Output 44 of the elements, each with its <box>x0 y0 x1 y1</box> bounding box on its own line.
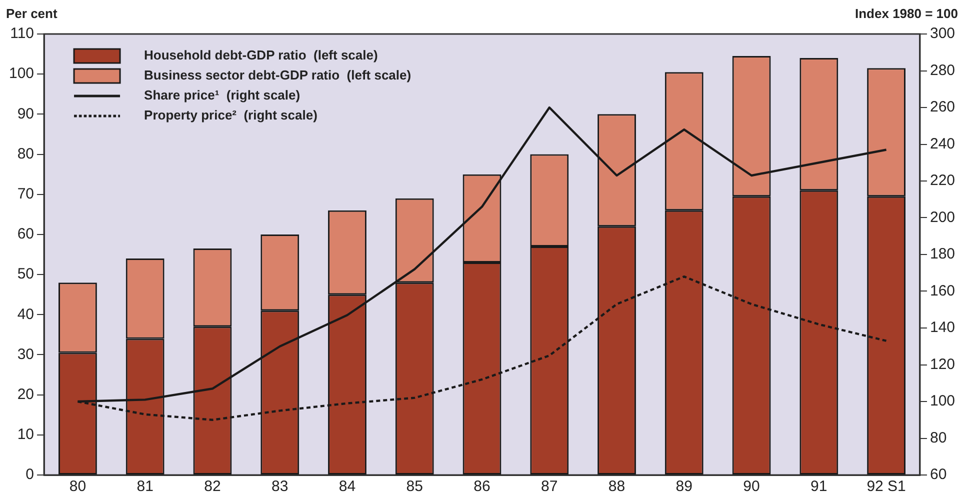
x-tick-label: 86 <box>474 478 490 496</box>
y-tick-label: 100 <box>8 65 34 82</box>
y2-axis-title: Index 1980 = 100 <box>855 6 958 21</box>
y2-tick-label: 200 <box>930 208 956 226</box>
y2-tick-label: 220 <box>930 172 956 190</box>
y2-tick-label: 120 <box>930 356 956 373</box>
y-axis-title: Per cent <box>6 6 58 21</box>
y-tick-label: 60 <box>17 226 34 243</box>
x-tick-label: 82 <box>204 478 221 496</box>
y-tick-label: 80 <box>17 145 34 162</box>
x-tick-label: 92 S1 <box>866 478 906 496</box>
y2-tick-label: 60 <box>930 466 947 484</box>
y2-tick-label: 260 <box>930 98 956 116</box>
x-tick-label: 89 <box>676 478 692 496</box>
x-tick-label: 90 <box>743 478 760 496</box>
y2-tick-label: 240 <box>930 135 956 152</box>
y2-tick-label: 140 <box>930 319 956 336</box>
legend-label: Household debt-GDP ratio (left scale) <box>144 48 378 63</box>
x-tick-label: 80 <box>69 478 86 496</box>
y2-tick-label: 80 <box>930 429 947 446</box>
y-tick-label: 110 <box>10 25 34 42</box>
legend-label: Business sector debt-GDP ratio (left scale) <box>144 68 412 83</box>
y2-tick-label: 280 <box>930 62 956 79</box>
y-tick-label: 40 <box>17 306 34 323</box>
y-tick-label: 30 <box>17 346 34 363</box>
x-tick-label: 87 <box>541 478 558 496</box>
y2-tick-label: 180 <box>930 246 956 263</box>
x-tick-label: 81 <box>136 478 154 496</box>
legend-label: Share price¹ (right scale) <box>144 88 300 103</box>
legend-label: Property price² (right scale) <box>144 108 318 123</box>
y-tick-label: 0 <box>26 466 34 484</box>
y-tick-label: 90 <box>17 105 34 122</box>
x-tick-label: 85 <box>406 478 423 496</box>
x-tick-label: 88 <box>608 478 626 496</box>
y-tick-label: 20 <box>17 386 34 403</box>
x-tick-label: 91 <box>810 478 828 496</box>
y2-tick-label: 160 <box>930 282 956 300</box>
y-tick-label: 50 <box>17 266 34 283</box>
y-tick-label: 10 <box>17 426 34 444</box>
x-tick-label: 83 <box>272 478 288 496</box>
y2-tick-label: 100 <box>930 392 956 410</box>
y2-tick-label: 300 <box>930 25 956 42</box>
y-tick-label: 70 <box>17 186 34 203</box>
x-tick-label: 84 <box>338 478 356 496</box>
